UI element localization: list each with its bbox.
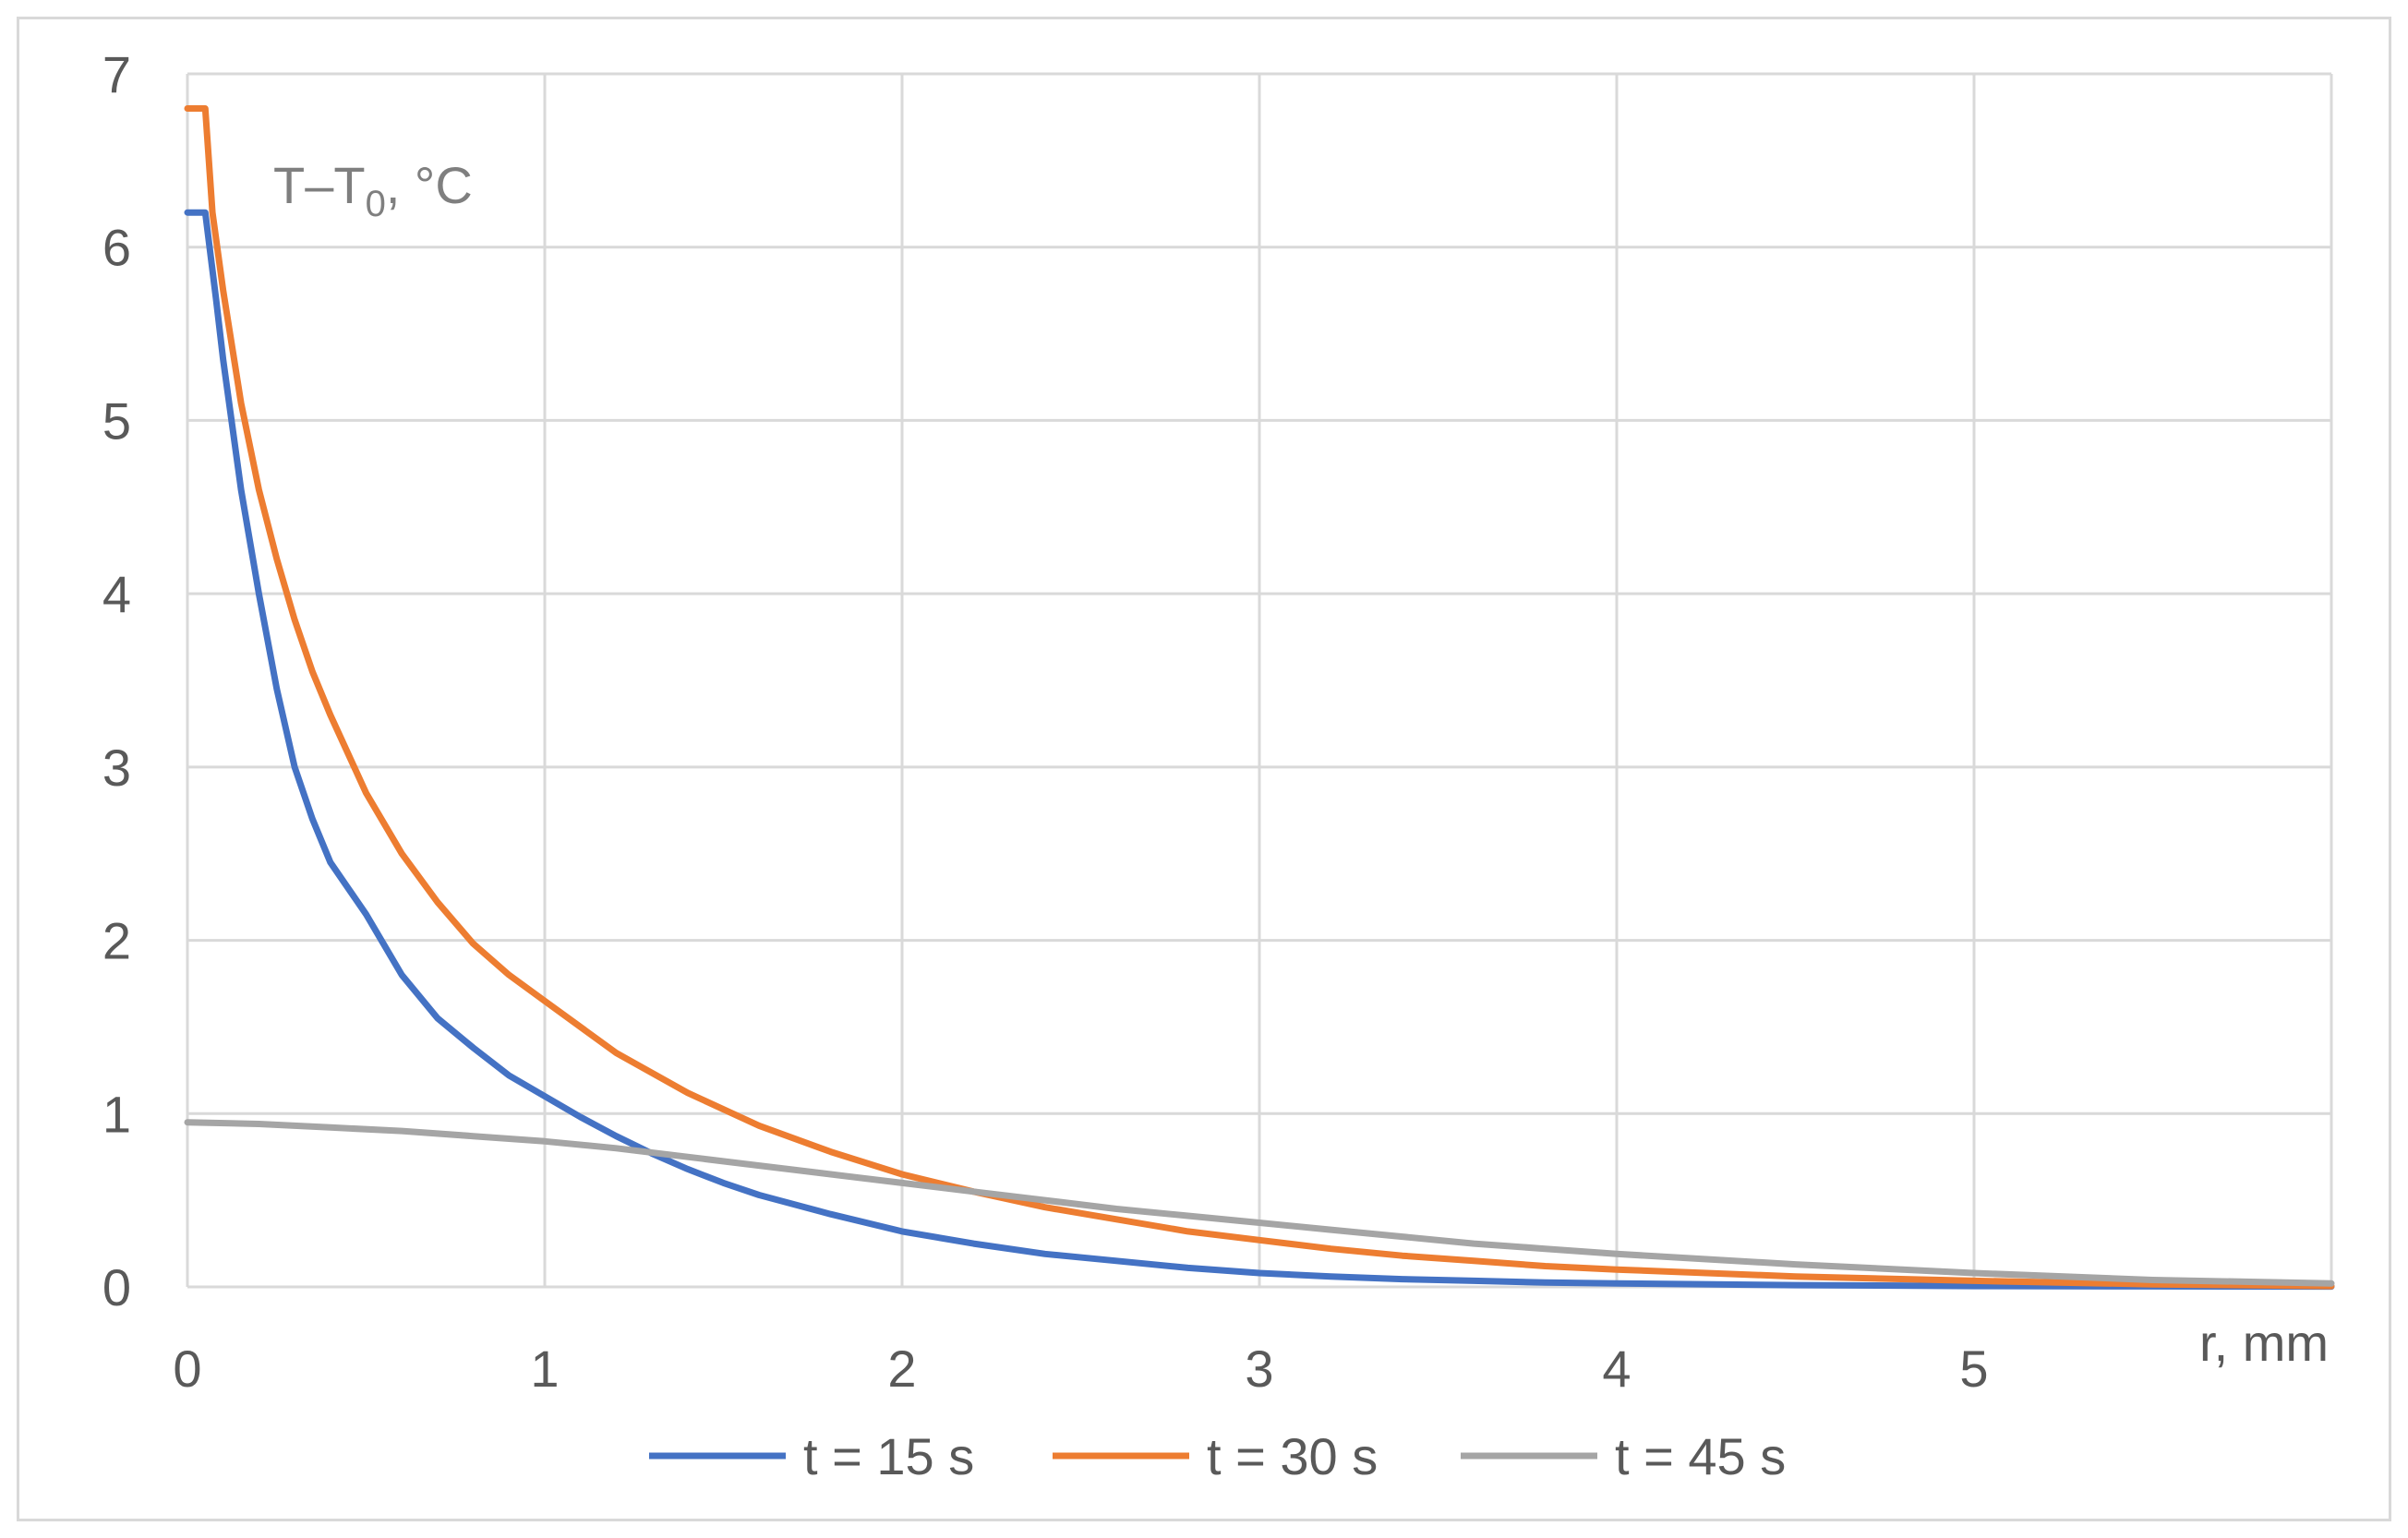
y-tick-label: 5 — [102, 391, 131, 450]
grid-layer — [186, 72, 2333, 1289]
y-tick-label: 3 — [102, 739, 131, 797]
tick-label-layer: 0 1 2 3 4 5 0 1 2 3 4 5 6 7 — [102, 45, 1989, 1398]
x-tick-label: 4 — [1602, 1340, 1631, 1398]
y-axis-title-subscript: 0 — [366, 184, 386, 224]
y-tick-label: 7 — [102, 45, 131, 103]
y-axis-title-main: T–T — [273, 156, 366, 214]
y-tick-label: 1 — [102, 1085, 131, 1143]
x-tick-label: 3 — [1245, 1340, 1273, 1398]
x-tick-label: 5 — [1959, 1340, 1988, 1398]
legend-label-t30: t = 30 s — [1207, 1427, 1378, 1485]
x-tick-label: 0 — [173, 1340, 201, 1398]
chart-frame — [17, 17, 2391, 1521]
y-axis-title: T–T0, °C — [273, 156, 473, 224]
y-axis-title-tail: , °C — [386, 156, 473, 214]
y-tick-label: 6 — [102, 219, 131, 277]
series-line-t30 — [184, 105, 2335, 1290]
y-tick-label: 2 — [102, 912, 131, 970]
x-axis-title: r, mm — [2199, 1314, 2329, 1372]
y-tick-label: 4 — [102, 565, 131, 623]
series-line-t15 — [184, 209, 2335, 1291]
y-tick-label: 0 — [102, 1258, 131, 1316]
x-tick-label: 1 — [530, 1340, 559, 1398]
series-line-t45 — [184, 1119, 2335, 1287]
legend-label-t45: t = 45 s — [1615, 1427, 1786, 1485]
series-layer — [184, 105, 2335, 1291]
legend-label-t15: t = 15 s — [803, 1427, 974, 1485]
legend: t = 15 s t = 30 s t = 45 s — [649, 1427, 1786, 1485]
x-tick-label: 2 — [887, 1340, 916, 1398]
